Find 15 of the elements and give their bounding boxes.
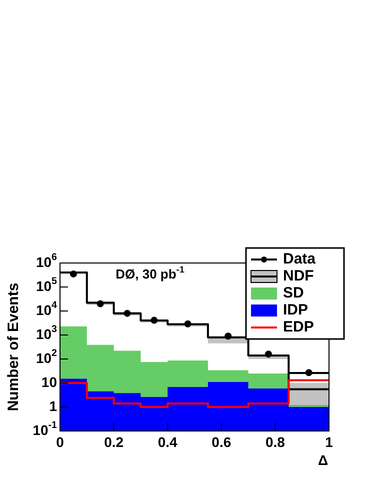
legend-label: IDP	[283, 302, 308, 319]
x-tick-label: 1	[325, 434, 334, 450]
y-tick-label: 10	[41, 374, 58, 390]
x-tick-label: 0.4	[158, 434, 178, 450]
legend-label: NDF	[283, 268, 314, 285]
legend-label: EDP	[283, 318, 314, 336]
x-tick-label: 0.6	[212, 434, 232, 450]
legend-label: Data	[283, 250, 316, 268]
y-axis-title: Number of Events	[5, 282, 22, 412]
y-tick-label: 1	[49, 398, 58, 414]
x-tick-label: 0.8	[265, 434, 286, 450]
x-tick-label: 0	[56, 434, 64, 450]
x-axis-title: Δ	[318, 452, 328, 468]
legend-label: SD	[283, 284, 304, 302]
x-tick-label: 0.2	[104, 434, 124, 450]
